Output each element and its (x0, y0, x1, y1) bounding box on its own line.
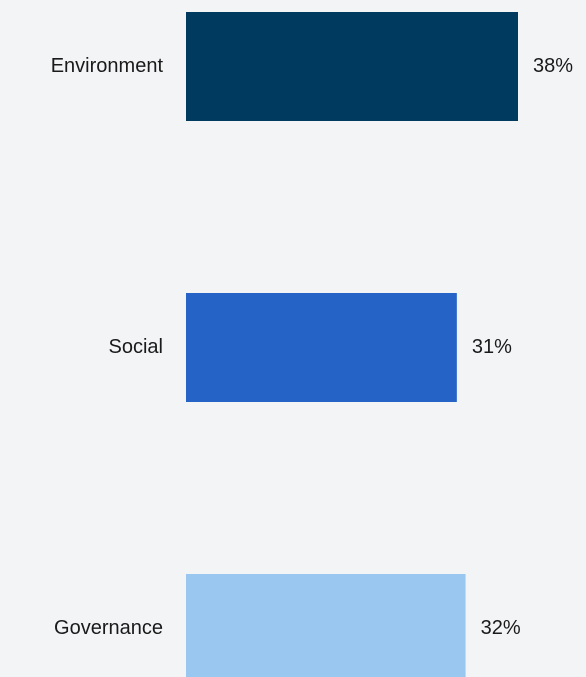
value-label-environment: 38% (533, 55, 573, 77)
bar-governance (186, 574, 466, 677)
bar-environment (186, 12, 518, 121)
bar-social (186, 293, 457, 402)
category-label-environment: Environment (51, 55, 164, 77)
category-label-social: Social (109, 336, 163, 358)
category-label-governance: Governance (54, 617, 163, 639)
value-label-social: 31% (472, 336, 512, 358)
value-label-governance: 32% (481, 617, 521, 639)
